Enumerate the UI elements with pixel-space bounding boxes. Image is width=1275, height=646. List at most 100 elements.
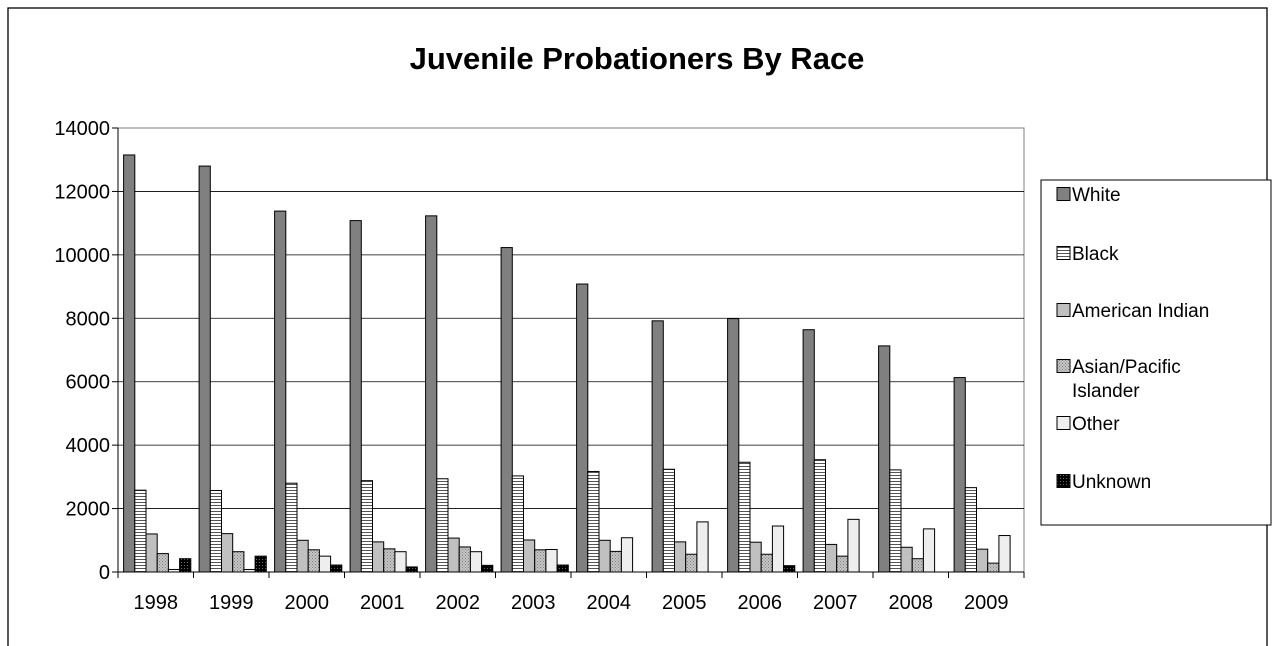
y-tick-label: 0	[99, 562, 110, 584]
y-tick-label: 10000	[54, 245, 110, 267]
bar-asian-pacific-islander-2003	[534, 549, 547, 573]
bar-other-2009	[998, 535, 1011, 573]
bars	[123, 154, 1011, 573]
bar-asian-pacific-islander-2000	[307, 549, 320, 573]
legend-label: Asian/Pacific Islander	[1072, 357, 1181, 402]
bar-american-indian-2007	[825, 543, 838, 573]
bar-american-indian-1998	[145, 533, 158, 573]
y-tick-label: 12000	[54, 181, 110, 203]
bar-asian-pacific-islander-2004	[609, 550, 622, 573]
y-tick-label: 8000	[66, 308, 111, 330]
x-tick-label: 2004	[587, 592, 632, 614]
x-tick-label: 2000	[285, 592, 330, 614]
bar-black-2002	[436, 478, 449, 573]
x-tick-label: 2002	[436, 592, 481, 614]
bar-black-2005	[662, 468, 675, 573]
bar-white-2007	[802, 329, 815, 573]
bar-black-1999	[209, 489, 223, 573]
bar-white-2009	[953, 377, 966, 573]
x-tick-label: 2001	[360, 592, 405, 614]
legend-label: Unknown	[1072, 472, 1151, 493]
bar-white-2005	[651, 320, 664, 573]
bar-black-2006	[738, 461, 751, 573]
x-tick-label: 2008	[889, 592, 934, 614]
bar-white-2003	[500, 247, 513, 573]
bar-black-2009	[964, 487, 977, 573]
bar-asian-pacific-islander-2009	[987, 562, 1000, 573]
bar-white-1999	[198, 165, 211, 573]
bar-white-2000	[274, 210, 287, 573]
legend-label: American Indian	[1072, 301, 1209, 322]
legend-label: White	[1072, 185, 1121, 206]
x-axis-tick-labels: 1998 1999 2000 2001 2002 2003 2004 2005 2006 2007…	[117, 572, 1025, 614]
bar-other-2002	[469, 551, 483, 573]
bar-unknown-2000	[330, 564, 343, 573]
bar-white-2002	[425, 215, 438, 573]
bar-american-indian-2001	[372, 541, 385, 573]
gridlines	[118, 191, 1024, 509]
legend-swatch-black	[1056, 246, 1071, 260]
bar-other-2004	[620, 537, 634, 573]
bar-american-indian-2000	[296, 539, 309, 573]
bar-other-2003	[545, 548, 558, 573]
bar-other-2001	[394, 551, 407, 573]
bar-black-2003	[511, 475, 524, 573]
y-tick-label: 4000	[66, 435, 111, 457]
bar-unknown-1998	[179, 558, 192, 573]
x-tick-label: 2009	[964, 592, 1009, 614]
legend-swatch-unknown	[1056, 474, 1071, 488]
bar-asian-pacific-islander-2002	[458, 546, 471, 573]
bar-asian-pacific-islander-2006	[760, 553, 773, 573]
y-tick-label: 6000	[66, 372, 111, 394]
bar-asian-pacific-islander-2007	[836, 555, 849, 573]
legend-swatch-white	[1056, 187, 1071, 201]
bar-other-2008	[922, 528, 936, 573]
y-tick-label: 2000	[66, 499, 111, 521]
legend-swatch-asian-pacific-islander	[1056, 359, 1071, 373]
bar-american-indian-2002	[447, 537, 460, 573]
x-tick-label: 1998	[134, 592, 179, 614]
bar-american-indian-2005	[674, 541, 687, 573]
bar-black-2007	[813, 459, 826, 573]
bar-american-indian-1999	[221, 533, 234, 573]
x-tick-label: 2005	[662, 592, 707, 614]
bar-unknown-2003	[556, 564, 569, 573]
plot-area	[117, 127, 1025, 573]
legend-label: Black	[1072, 244, 1119, 265]
x-tick-label: 2003	[511, 592, 556, 614]
bar-american-indian-2003	[523, 539, 536, 573]
bar-unknown-2001	[405, 566, 418, 573]
bar-black-2000	[285, 482, 298, 573]
legend-swatch-other	[1056, 416, 1071, 430]
x-tick-label: 1999	[209, 592, 254, 614]
bar-unknown-2002	[481, 564, 494, 573]
bar-other-2005	[696, 521, 709, 573]
bar-asian-pacific-islander-2008	[911, 558, 924, 573]
legend-items: White Black American Indian Asian/Pacific Is…	[1056, 185, 1209, 493]
chart-title: Juvenile Probationers By Race	[410, 41, 865, 76]
legend-label: Other	[1072, 414, 1120, 435]
bar-american-indian-2009	[976, 548, 989, 573]
bar-white-2006	[727, 318, 740, 573]
bar-black-1998	[134, 489, 147, 573]
bar-unknown-1999	[254, 555, 267, 573]
bar-other-2006	[771, 525, 785, 573]
x-tick-label: 2006	[738, 592, 783, 614]
bar-american-indian-2004	[598, 539, 611, 573]
bar-unknown-2006	[783, 565, 796, 573]
bar-asian-pacific-islander-2001	[383, 548, 396, 573]
bar-american-indian-2006	[749, 541, 762, 573]
bar-other-2007	[847, 518, 860, 573]
bar-white-1998	[123, 154, 136, 573]
bar-black-2004	[587, 470, 600, 573]
x-tick-label: 2007	[813, 592, 858, 614]
y-tick-label: 14000	[54, 118, 110, 140]
bar-asian-pacific-islander-1998	[156, 553, 169, 573]
bar-asian-pacific-islander-2005	[685, 553, 698, 573]
legend	[1040, 179, 1272, 526]
bar-black-2008	[889, 469, 902, 573]
bar-white-2008	[878, 345, 891, 573]
bar-asian-pacific-islander-1999	[232, 551, 245, 573]
